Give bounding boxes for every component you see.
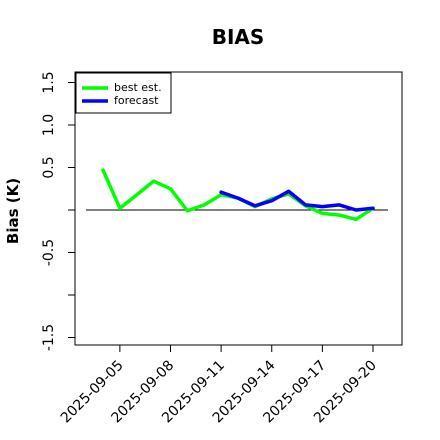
y-tick-label: 0.5 — [41, 156, 57, 178]
series-line-forecast — [219, 189, 375, 212]
y-tick-label: -0.5 — [41, 239, 57, 266]
legend-label-best-est: best est. — [114, 81, 162, 94]
plot-frame — [74, 71, 403, 346]
y-axis: -1.5 -0.5 0.5 1.0 1.5 — [41, 71, 75, 351]
y-axis-label: Bias (K) — [4, 178, 22, 244]
y-tick-label: 1.5 — [41, 71, 57, 93]
legend: best est. forecast — [75, 72, 172, 114]
y-tick-label: 1.0 — [41, 114, 57, 136]
y-tick-label: -1.5 — [41, 324, 57, 351]
legend-label-forecast: forecast — [114, 94, 159, 107]
x-axis: 2025-09-052025-09-082025-09-112025-09-14… — [58, 345, 380, 426]
series-layer — [101, 168, 375, 222]
series-line-best-est — [101, 168, 375, 222]
legend-box — [75, 72, 172, 114]
chart-title: BIAS — [212, 25, 265, 49]
